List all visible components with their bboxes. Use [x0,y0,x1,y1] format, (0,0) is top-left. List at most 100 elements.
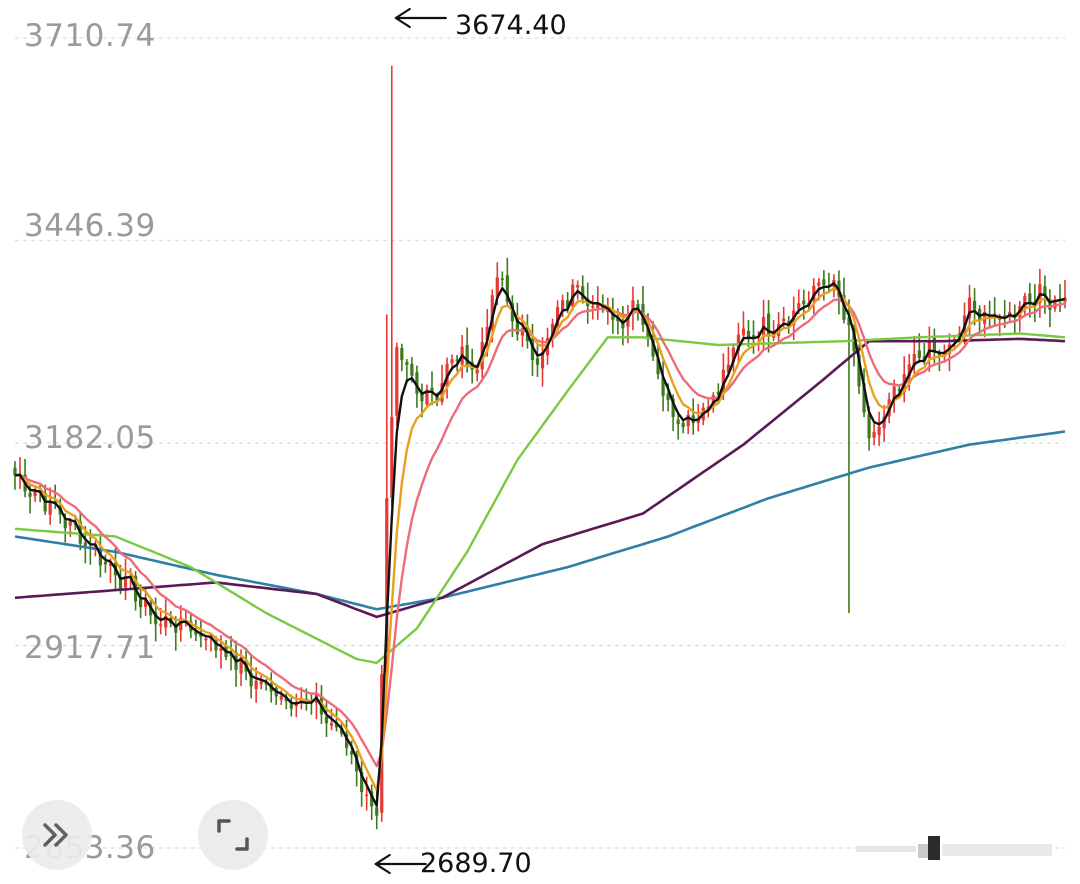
candle-body [219,648,223,651]
low-annotation: 2689.70 [420,848,532,879]
candle-body [561,300,565,310]
double-chevron-right-icon [43,823,68,847]
candle-body [515,317,519,335]
candle-body [450,359,454,364]
candle-body [867,413,871,439]
candle-body [465,345,469,365]
candle-body [741,328,746,336]
candle-body [264,682,268,685]
candle-body [1043,286,1047,296]
candle-body [1023,296,1027,308]
gridlines [15,37,1065,849]
candle-body [711,395,715,407]
candle-body [686,414,690,427]
y-tick-label: 3446.39 [24,208,156,244]
candle-body [566,300,570,309]
annotation-arrows [374,7,447,875]
high-annotation: 3674.40 [455,10,567,41]
candle-body [621,320,625,329]
candle-body [214,640,218,651]
candle-body [500,278,504,280]
candle-body [696,418,700,424]
candle-body [194,631,198,635]
candle-body [475,369,479,374]
candle-body [802,300,806,305]
candle-body [360,771,364,792]
candle-body [550,323,555,339]
candle-body [103,561,108,565]
candle-body [138,598,143,608]
candle-body [395,347,399,416]
candle-body [324,716,329,724]
candle-body [435,395,439,401]
candle-body [540,352,545,369]
candle-body [249,672,253,687]
candle-body [817,282,821,286]
candle-body [365,794,369,797]
candle-body [425,389,429,405]
candle-body [199,634,203,637]
ma-60-line [14,332,1066,665]
candle-body [636,304,640,308]
candle-body [998,318,1002,320]
candle-body [239,657,243,674]
candle-body [204,638,208,641]
candles [13,65,1067,830]
candle-body [495,277,499,297]
candle-body [917,350,921,359]
candle-body [430,387,434,393]
candle-body [972,300,977,310]
candle-body [812,285,816,301]
ma-250-line [14,430,1066,611]
candle-body [279,695,283,700]
fullscreen-button[interactable] [198,800,268,870]
candle-body [154,612,158,625]
candle-body [520,328,525,336]
candle-body [731,347,736,363]
candle-body [485,327,489,340]
candle-body [455,359,459,362]
candle-body [882,416,886,429]
candle-body [108,563,113,566]
candle-body [93,544,97,551]
candle-body [259,681,263,685]
candle-body [646,328,650,340]
candle-body [390,416,394,498]
candle-body [294,703,298,707]
candle-body [766,313,771,336]
candle-body [676,419,680,424]
candle-body [410,363,414,376]
candle-body [13,467,17,476]
candle-body [857,354,861,387]
candle-body [375,807,379,816]
candle-body [661,377,665,396]
candle-body [751,335,756,339]
collapse-button[interactable] [22,800,92,870]
candle-body [671,398,675,417]
candle-body [872,431,876,438]
candle-body [656,358,660,375]
candle-body [591,305,595,308]
candle-body [144,599,148,607]
candle-body [877,426,881,436]
candle-body [118,576,123,590]
candle-body [370,791,374,807]
candle-body [907,364,911,377]
low-arrow [374,853,427,875]
candle-body [33,491,37,497]
candle-body [892,386,896,401]
candle-body [611,312,615,320]
candle-body [681,422,685,428]
candle-body [254,680,258,689]
candle-body [385,498,389,673]
candle-body [440,383,444,402]
moving-averages [14,282,1066,807]
candle-body [581,286,585,300]
candle-body [782,318,786,322]
candle-body [535,358,540,365]
candle-body [334,723,339,728]
candle-body [1053,299,1057,309]
candle-body [164,616,168,628]
candle-body [596,303,600,309]
